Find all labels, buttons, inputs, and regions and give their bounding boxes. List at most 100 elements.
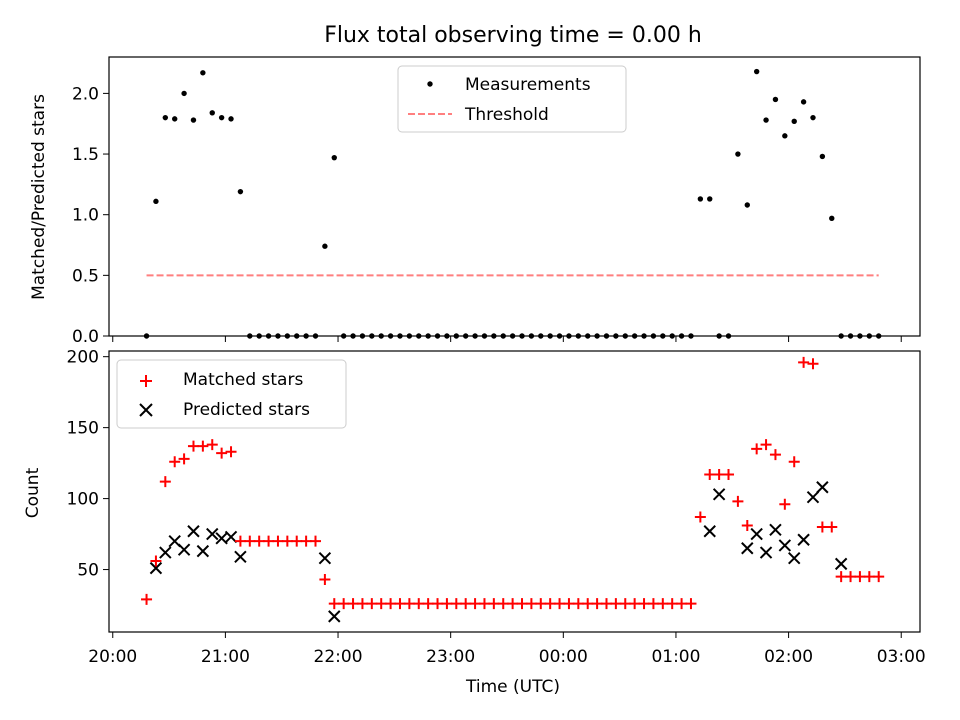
ratio-y-tick-label: 0.0: [72, 327, 99, 347]
ratio-y-tick-label: 1.5: [72, 145, 99, 165]
matched-star-point: [591, 598, 603, 610]
matched-star-point: [713, 468, 725, 480]
matched-star-point: [422, 598, 434, 610]
matched-star-point: [216, 447, 228, 459]
measurement-point: [228, 116, 234, 122]
matched-star-point: [676, 598, 688, 610]
measurement-point: [772, 96, 779, 103]
ratio-plot-ticks: 0.0 0.5 1.0 1.5 2.0: [72, 84, 902, 347]
matched-star-point: [206, 439, 218, 451]
ratio-plot-marks: [143, 68, 882, 339]
measurement-point: [162, 114, 169, 121]
matched-star-point: [300, 535, 312, 547]
measurement-point: [697, 196, 704, 202]
matched-star-point: [600, 598, 612, 610]
matched-star-point: [751, 443, 763, 455]
measurement-point: [735, 151, 741, 157]
matched-star-point: [141, 593, 153, 605]
measurement-point: [200, 70, 206, 76]
measurement-point: [218, 114, 225, 121]
measurement-point: [829, 215, 835, 222]
matched-star-point: [854, 571, 866, 583]
x-axis-label: Time (UTC): [465, 677, 560, 697]
count-plot-marks: [141, 356, 885, 623]
count-y-tick-label: 50: [77, 561, 99, 581]
measurement-point: [190, 117, 197, 123]
matched-star-point: [638, 598, 650, 610]
chart-title: Flux total observing time = 0.00 h: [324, 23, 702, 48]
matched-star-point: [826, 521, 838, 533]
predicted-star-point: [834, 557, 848, 571]
matched-star-point: [310, 535, 322, 547]
matched-star-point: [610, 598, 622, 610]
matched-star-point: [554, 598, 566, 610]
measurement-point: [791, 118, 797, 124]
matched-star-point: [385, 598, 397, 610]
matched-star-point: [657, 598, 669, 610]
matched-star-point: [760, 439, 772, 451]
x-tick-label: 01:00: [651, 647, 700, 667]
matched-star-point: [375, 598, 387, 610]
measurement-point: [753, 68, 760, 75]
count-y-tick-label: 200: [67, 348, 99, 368]
matched-star-point: [478, 598, 490, 610]
matched-star-point: [187, 440, 199, 452]
matched-star-point: [769, 449, 781, 461]
predicted-star-point: [797, 533, 810, 546]
matched-star-point: [863, 571, 875, 583]
matched-star-point: [732, 495, 744, 507]
matched-star-point: [460, 598, 472, 610]
matched-star-point: [319, 573, 331, 585]
matched-star-point: [169, 456, 181, 468]
legend-label-matched: Matched stars: [183, 370, 303, 390]
matched-star-point: [807, 358, 819, 370]
matched-star-point: [263, 535, 275, 547]
predicted-star-point: [318, 551, 332, 565]
measurement-point: [331, 154, 337, 161]
predicted-star-point: [788, 551, 801, 565]
predicted-star-point: [177, 543, 191, 556]
predicted-star-point: [816, 481, 829, 494]
x-tick-label: 02:00: [764, 647, 813, 667]
matched-star-point: [798, 356, 810, 368]
legend-marker-measurements: [427, 81, 433, 87]
matched-star-point: [694, 511, 706, 523]
matched-star-point: [244, 535, 256, 547]
matched-star-point: [450, 598, 462, 610]
matched-star-point: [816, 521, 828, 533]
count-plot-frame: [108, 350, 921, 633]
matched-star-point: [338, 598, 350, 610]
matched-star-point: [413, 598, 425, 610]
predicted-star-point: [206, 527, 219, 541]
matched-star-point: [403, 598, 415, 610]
matched-star-point: [685, 598, 697, 610]
matched-star-point: [197, 440, 209, 452]
x-tick-label: 22:00: [314, 647, 363, 667]
count-y-tick-label: 150: [67, 419, 99, 439]
matched-star-point: [516, 598, 528, 610]
matched-star-point: [779, 498, 791, 510]
measurement-point: [237, 188, 244, 195]
x-tick-label: 21:00: [201, 647, 250, 667]
ratio-plot-y-axis-label: Matched/Predicted stars: [29, 94, 49, 300]
matched-star-point: [873, 571, 885, 583]
matched-star-point: [563, 598, 575, 610]
matched-star-point: [291, 535, 303, 547]
matched-star-point: [835, 571, 847, 583]
matched-star-point: [497, 598, 509, 610]
matched-star-point: [366, 598, 378, 610]
measurement-point: [819, 153, 826, 160]
matched-star-point: [647, 598, 659, 610]
measurement-point: [181, 90, 187, 97]
measurement-point: [782, 133, 788, 139]
predicted-star-point: [328, 610, 341, 623]
matched-star-point: [666, 598, 678, 610]
measurement-point: [800, 99, 807, 105]
matched-star-point: [741, 520, 753, 532]
matched-star-point: [507, 598, 519, 610]
matched-star-point: [234, 535, 246, 547]
measurement-point: [763, 117, 769, 123]
count-plot-y-axis-label: Count: [23, 467, 43, 518]
predicted-star-point: [741, 542, 754, 555]
predicted-star-point: [703, 525, 716, 538]
